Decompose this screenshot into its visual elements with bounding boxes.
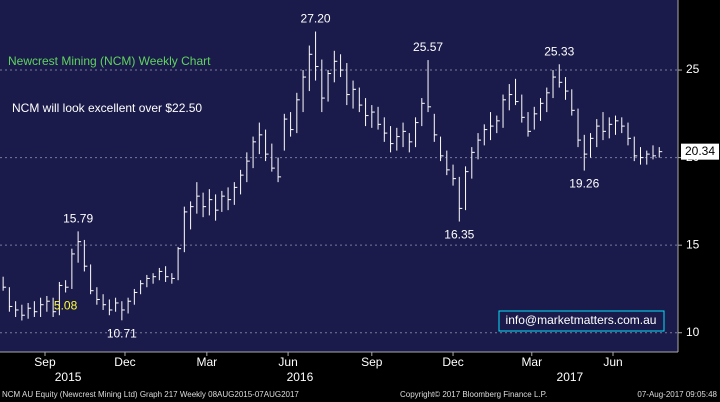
x-tick-label: Sep xyxy=(34,355,56,369)
x-tick-label: Dec xyxy=(442,355,463,369)
annotation: 25.57 xyxy=(413,40,443,54)
footer-right: 07-Aug-2017 09:05:48 xyxy=(637,390,717,399)
chart-title: Newcrest Mining (NCM) Weekly Chart xyxy=(8,54,211,68)
annotation: 5.08 xyxy=(54,299,78,313)
year-label: 2017 xyxy=(557,370,584,384)
footer-center: Copyright© 2017 Bloomberg Finance L.P. xyxy=(400,390,547,399)
annotation: 16.35 xyxy=(444,228,474,242)
y-tick-label: 10 xyxy=(686,325,700,339)
x-tick-label: Dec xyxy=(114,355,135,369)
annotation: 15.79 xyxy=(63,212,93,226)
year-label: 2015 xyxy=(55,370,82,384)
watermark-box xyxy=(498,310,665,332)
last-price-label: 20.34 xyxy=(685,144,715,158)
plot-background xyxy=(0,0,678,352)
year-label: 2016 xyxy=(287,370,314,384)
x-tick-label: Mar xyxy=(521,355,542,369)
y-tick-label: 25 xyxy=(686,62,700,76)
chart-subtitle: NCM will look excellent over $22.50 xyxy=(12,101,202,115)
annotation: 19.26 xyxy=(569,177,599,191)
axis-background xyxy=(678,0,720,352)
x-tick-label: Sep xyxy=(361,355,383,369)
y-tick-label: 15 xyxy=(686,237,700,251)
annotation: 27.20 xyxy=(301,12,331,26)
last-price-tag xyxy=(681,143,719,160)
annotation: 10.71 xyxy=(107,326,137,340)
footer-left: NCM AU Equity (Newcrest Mining Ltd) Grap… xyxy=(2,390,299,399)
watermark: info@marketmatters.com.au xyxy=(506,313,657,327)
x-tick-label: Jun xyxy=(278,355,297,369)
x-tick-label: Jun xyxy=(603,355,622,369)
annotation: 25.33 xyxy=(544,44,574,58)
x-tick-label: Mar xyxy=(197,355,218,369)
